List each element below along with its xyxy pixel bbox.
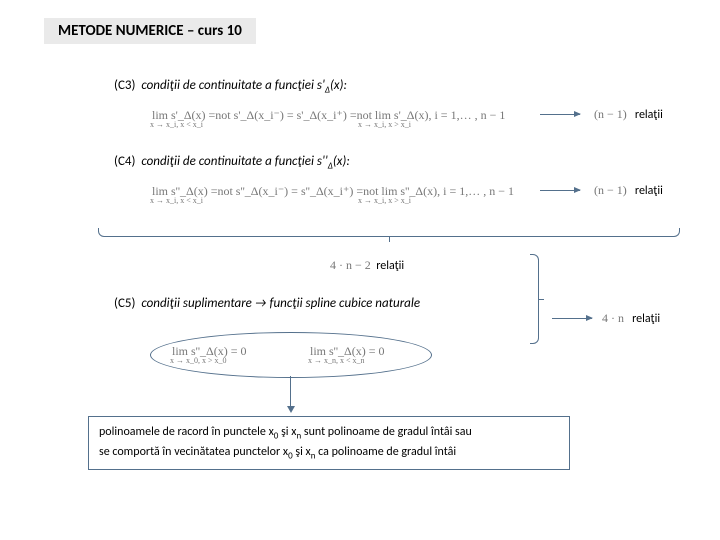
c3-math-sub2: x → x_i, x > x_i (358, 120, 411, 129)
c4-heading: (C4) condiţii de continuitate a funcţiei… (114, 154, 350, 172)
note-line-2: se comportă în vecinătatea punctelor x0 … (99, 443, 559, 463)
c3-heading: (C3) condiţii de continuitate a funcţiei… (114, 78, 347, 96)
total-count: 4 · n (602, 311, 624, 325)
brace-horizontal (98, 228, 680, 237)
sum1234-label: 4 · n − 2 relaţii (330, 258, 404, 273)
arrow-icon (540, 114, 580, 115)
c5-heading: (C5) condiţii suplimentare → funcţii spl… (114, 296, 420, 311)
c4-math: lim s''_Δ(x) =not s''_Δ(x_i⁻) = s''_Δ(x_… (152, 184, 514, 199)
note-box: polinoamele de racord în punctele x0 şi … (88, 416, 570, 470)
connector-line (290, 376, 291, 410)
c3-math: lim s'_Δ(x) =not s'_Δ(x_i⁻) = s'_Δ(x_i⁺)… (152, 108, 505, 123)
sum1234-count: 4 · n − 2 (330, 258, 371, 272)
c3-math-sub1: x → x_i, x < x_i (150, 120, 203, 129)
c3-count: (n − 1) (594, 107, 627, 121)
c5-tag: (C5) (114, 296, 135, 311)
arrow-icon (540, 190, 580, 191)
c3-text: condiţii de continuitate a funcţiei s' (141, 78, 325, 93)
c4-math-sub1: x → x_i, x < x_i (150, 196, 203, 205)
c5-math-left-sub: x → x_0, x > x_0 (170, 356, 227, 365)
chevron-down-icon (287, 406, 295, 413)
c3-tail: (x): (330, 78, 347, 93)
c4-text: condiţii de continuitate a funcţiei s'' (141, 154, 327, 169)
c4-count-label: (n − 1) relaţii (594, 183, 663, 198)
c4-tag: (C4) (114, 154, 135, 169)
c4-relatii: relaţii (635, 184, 663, 198)
c5-text: condiţii suplimentare → funcţii spline c… (141, 296, 420, 311)
page-title: METODE NUMERICE – curs 10 (44, 18, 256, 44)
c4-tail: (x): (333, 154, 350, 169)
arrow-icon (552, 318, 592, 319)
c3-tag: (C3) (114, 78, 135, 93)
c5-math-right-sub: x → x_n, x < x_n (308, 356, 365, 365)
total-relatii: relaţii (632, 312, 660, 326)
total-label: 4 · n relaţii (602, 311, 660, 326)
note-line-1: polinoamele de racord în punctele x0 şi … (99, 423, 559, 443)
c3-relatii: relaţii (635, 108, 663, 122)
brace-vertical (530, 254, 539, 344)
c4-count: (n − 1) (594, 183, 627, 197)
c4-math-sub2: x → x_i, x > x_i (358, 196, 411, 205)
sum1234-relatii: relaţii (376, 259, 404, 273)
c3-count-label: (n − 1) relaţii (594, 107, 663, 122)
